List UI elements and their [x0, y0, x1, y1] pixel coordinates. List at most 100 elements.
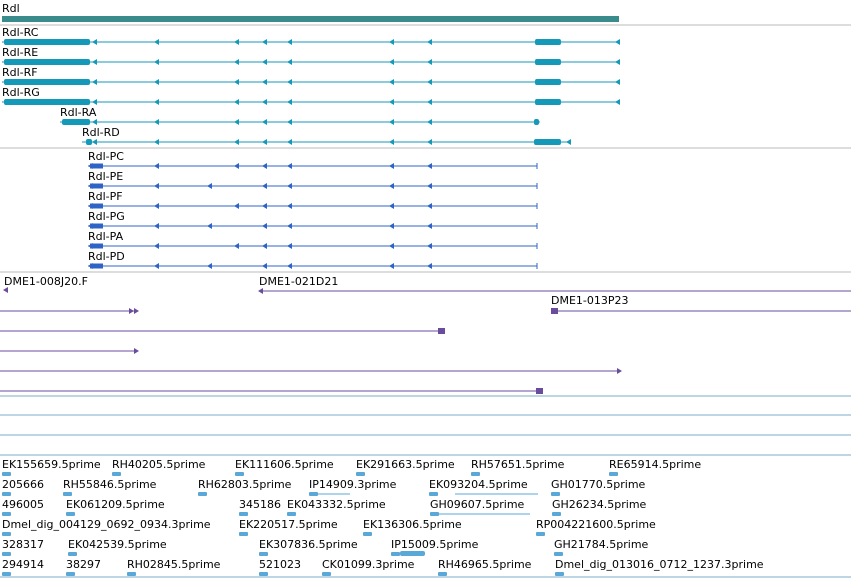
- est-feature[interactable]: [259, 572, 268, 576]
- est-label[interactable]: EK155659.5prime: [2, 458, 101, 471]
- protein-label[interactable]: Rdl-PG: [88, 210, 125, 223]
- est-feature[interactable]: [438, 572, 447, 576]
- est-feature[interactable]: [239, 512, 248, 516]
- est-feature[interactable]: [2, 472, 11, 476]
- est-label[interactable]: 38297: [66, 558, 101, 571]
- est-feature[interactable]: [112, 472, 121, 476]
- protein-cds[interactable]: [90, 223, 103, 229]
- est-feature[interactable]: [66, 572, 75, 576]
- protein-label[interactable]: Rdl-PE: [88, 170, 123, 183]
- transcript-label[interactable]: Rdl-RE: [2, 46, 38, 59]
- transcript-exon[interactable]: [535, 59, 561, 65]
- est-label[interactable]: RH02845.5prime: [127, 558, 221, 571]
- est-feature[interactable]: [2, 552, 11, 556]
- protein-cds[interactable]: [90, 243, 103, 249]
- est-feature[interactable]: [198, 492, 207, 496]
- est-label[interactable]: RP004221600.5prime: [536, 518, 656, 531]
- est-label[interactable]: EK291663.5prime: [356, 458, 455, 471]
- est-label[interactable]: RH62803.5prime: [198, 478, 292, 491]
- transcript-exon[interactable]: [534, 119, 539, 125]
- est-label[interactable]: Dmel_dig_013016_0712_1237.3prime: [555, 558, 764, 571]
- transcript-label[interactable]: Rdl-RA: [60, 106, 97, 119]
- est-label[interactable]: EK220517.5prime: [239, 518, 338, 531]
- transcript-exon[interactable]: [4, 79, 90, 85]
- est-label[interactable]: EK043332.5prime: [287, 498, 386, 511]
- est-label[interactable]: GH01770.5prime: [551, 478, 646, 491]
- est-label[interactable]: 294914: [2, 558, 44, 571]
- est-label[interactable]: EK061209.5prime: [66, 498, 165, 511]
- clone-label[interactable]: DME1-013P23: [551, 294, 629, 307]
- est-feature[interactable]: [235, 472, 244, 476]
- est-feature[interactable]: [322, 572, 331, 576]
- est-feature[interactable]: [66, 512, 75, 516]
- est-label[interactable]: RH55846.5prime: [63, 478, 157, 491]
- protein-label[interactable]: Rdl-PA: [88, 230, 124, 243]
- transcript-label[interactable]: Rdl-RF: [2, 66, 38, 79]
- gene-label[interactable]: Rdl: [2, 2, 20, 15]
- est-feature[interactable]: [554, 552, 563, 556]
- transcript-exon[interactable]: [535, 39, 561, 45]
- est-feature[interactable]: [356, 472, 365, 476]
- protein-cds[interactable]: [90, 163, 103, 169]
- est-feature[interactable]: [429, 492, 438, 496]
- protein-label[interactable]: Rdl-PC: [88, 150, 124, 163]
- est-label[interactable]: GH09607.5prime: [430, 498, 525, 511]
- est-label[interactable]: 496005: [2, 498, 44, 511]
- clone-label[interactable]: DME1-021D21: [259, 275, 338, 288]
- est-label[interactable]: EK307836.5prime: [259, 538, 358, 551]
- protein-cds[interactable]: [90, 203, 103, 209]
- transcript-exon[interactable]: [534, 139, 561, 145]
- est-label[interactable]: CK01099.3prime: [322, 558, 415, 571]
- est-label[interactable]: RH46965.5prime: [438, 558, 532, 571]
- est-feature[interactable]: [363, 532, 372, 536]
- transcript-exon[interactable]: [86, 139, 92, 145]
- est-feature[interactable]: [2, 572, 11, 576]
- est-label[interactable]: RH40205.5prime: [112, 458, 206, 471]
- est-label[interactable]: IP15009.5prime: [391, 538, 479, 551]
- est-feature[interactable]: [471, 472, 480, 476]
- est-label[interactable]: EK093204.5prime: [429, 478, 528, 491]
- clone-end-block[interactable]: [438, 328, 445, 334]
- est-label[interactable]: EK136306.5prime: [363, 518, 462, 531]
- transcript-exon[interactable]: [4, 99, 90, 105]
- est-label[interactable]: RE65914.5prime: [609, 458, 701, 471]
- est-feature[interactable]: [239, 532, 248, 536]
- est-feature[interactable]: [259, 552, 268, 556]
- transcript-exon[interactable]: [62, 119, 90, 125]
- transcript-exon[interactable]: [535, 99, 561, 105]
- est-feature[interactable]: [2, 492, 11, 496]
- est-feature[interactable]: [287, 512, 296, 516]
- gene-bar[interactable]: [2, 16, 619, 22]
- est-label[interactable]: Dmel_dig_004129_0692_0934.3prime: [2, 518, 211, 531]
- protein-cds[interactable]: [90, 263, 103, 269]
- transcript-label[interactable]: Rdl-RC: [2, 26, 39, 39]
- clone-end-block[interactable]: [536, 388, 543, 394]
- est-label[interactable]: EK042539.5prime: [68, 538, 167, 551]
- clone-label[interactable]: DME1-008J20.F: [4, 275, 88, 288]
- protein-cds[interactable]: [90, 183, 103, 189]
- est-feature[interactable]: [609, 472, 618, 476]
- est-label[interactable]: GH26234.5prime: [552, 498, 647, 511]
- protein-label[interactable]: Rdl-PD: [88, 250, 125, 263]
- transcript-exon[interactable]: [535, 79, 561, 85]
- est-label[interactable]: GH21784.5prime: [554, 538, 649, 551]
- est-feature[interactable]: [127, 572, 136, 576]
- transcript-label[interactable]: Rdl-RG: [2, 86, 40, 99]
- protein-label[interactable]: Rdl-PF: [88, 190, 123, 203]
- est-feature[interactable]: [400, 551, 425, 556]
- est-feature[interactable]: [63, 492, 72, 496]
- est-feature[interactable]: [2, 512, 11, 516]
- est-label[interactable]: RH57651.5prime: [471, 458, 565, 471]
- est-feature[interactable]: [552, 512, 561, 516]
- est-feature[interactable]: [68, 552, 77, 556]
- transcript-exon[interactable]: [4, 59, 90, 65]
- est-label[interactable]: 205666: [2, 478, 44, 491]
- est-label[interactable]: 328317: [2, 538, 44, 551]
- clone-end-block[interactable]: [551, 308, 558, 314]
- est-label[interactable]: IP14909.3prime: [309, 478, 397, 491]
- est-label[interactable]: 345186: [239, 498, 281, 511]
- est-feature[interactable]: [551, 492, 560, 496]
- est-label[interactable]: 521023: [259, 558, 301, 571]
- transcript-exon[interactable]: [4, 39, 90, 45]
- est-feature[interactable]: [555, 572, 564, 576]
